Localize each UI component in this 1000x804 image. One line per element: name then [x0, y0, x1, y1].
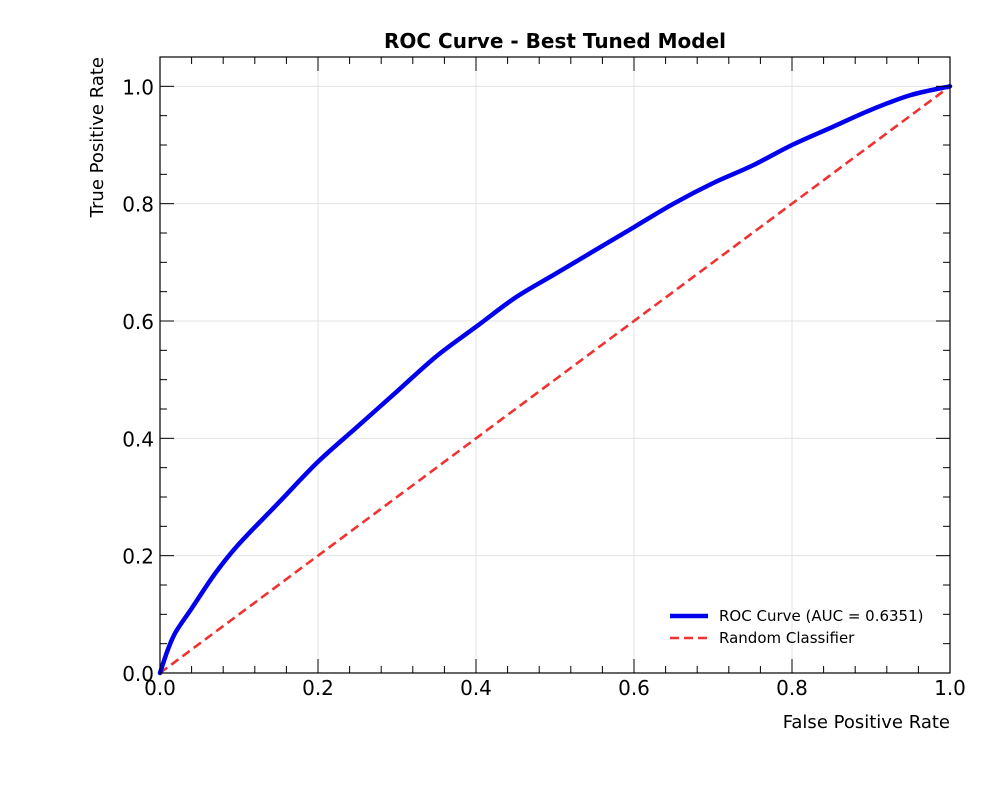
plot-frame — [159, 56, 951, 674]
x-tick-label: 1.0 — [934, 676, 966, 700]
x-tick-label: 0.0 — [144, 676, 176, 700]
y-tick-label: 0.2 — [122, 545, 154, 569]
x-tick-label: 0.8 — [776, 676, 808, 700]
legend-label-random: Random Classifier — [719, 629, 855, 647]
tick-labels: 0.0 0.2 0.4 0.6 0.8 1.0 0.0 0.2 0.4 0.6 0.8 1.0 — [122, 75, 966, 700]
chart-title: ROC Curve - Best Tuned Model — [384, 29, 726, 53]
y-tick-label: 0.6 — [122, 310, 154, 334]
y-tick-label: 0.0 — [122, 662, 154, 686]
x-axis-label: False Positive Rate — [783, 712, 950, 733]
grid — [160, 57, 950, 673]
x-tick-label: 0.4 — [460, 676, 492, 700]
y-tick-label: 1.0 — [122, 75, 154, 99]
y-tick-label: 0.4 — [122, 427, 154, 451]
legend-label-roc: ROC Curve (AUC = 0.6351) — [719, 607, 924, 625]
y-axis-label: True Positive Rate — [87, 57, 108, 218]
random-classifier-line — [159, 85, 951, 675]
x-tick-label: 0.2 — [302, 676, 334, 700]
ticks — [159, 57, 951, 674]
legend: ROC Curve (AUC = 0.6351) Random Classifi… — [670, 607, 924, 647]
series-layer — [157, 84, 953, 676]
y-tick-label: 0.8 — [122, 193, 154, 217]
x-tick-label: 0.6 — [618, 676, 650, 700]
roc-curve-line — [157, 84, 953, 676]
